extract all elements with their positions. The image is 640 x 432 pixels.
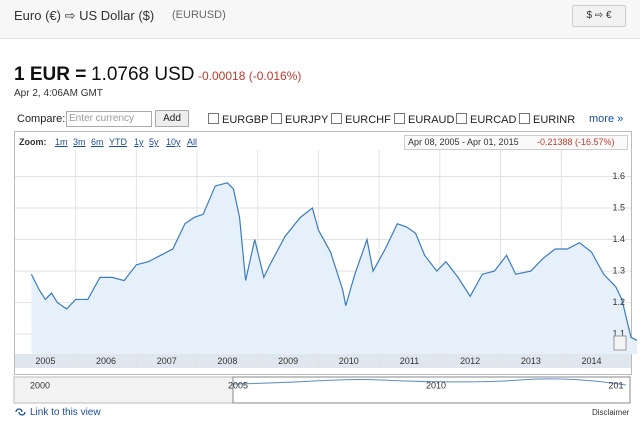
- swap-button[interactable]: $ ⇨ €: [572, 5, 626, 27]
- price-line: [30, 182, 638, 341]
- checkbox[interactable]: [519, 113, 530, 124]
- y-tick-label: 1.2: [612, 297, 625, 307]
- zoom-option[interactable]: 1y: [134, 137, 144, 147]
- zoom-option[interactable]: 10y: [166, 137, 181, 147]
- y-tick-label: 1.6: [612, 171, 625, 181]
- checkbox[interactable]: [456, 113, 467, 124]
- zoom-label: Zoom:: [19, 137, 47, 147]
- y-tick-label: 1.3: [612, 265, 625, 275]
- x-tick-label: 2009: [278, 356, 298, 366]
- compare-input[interactable]: Enter currency: [66, 111, 152, 127]
- x-tick-label: 2008: [217, 356, 237, 366]
- x-tick-label: 2011: [400, 356, 419, 366]
- compare-option[interactable]: EURJPY: [271, 113, 328, 126]
- zoom-option[interactable]: YTD: [109, 137, 127, 147]
- quote-rate: 1.0768 USD: [91, 64, 195, 85]
- link-to-view[interactable]: Link to this view: [30, 407, 101, 418]
- x-tick-label: 2014: [582, 356, 602, 366]
- symbol: (EURUSD): [172, 9, 226, 21]
- navigator-label: 2010: [426, 380, 446, 390]
- x-tick-label: 2012: [460, 356, 480, 366]
- checkbox[interactable]: [208, 113, 219, 124]
- zoom-option[interactable]: 6m: [91, 137, 104, 147]
- y-tick-label: 1.5: [612, 202, 625, 212]
- zoom-option[interactable]: 1m: [55, 137, 68, 147]
- option-label: EURAUD: [408, 114, 455, 126]
- navigator-label: 201: [608, 380, 623, 390]
- more-link[interactable]: more »: [589, 113, 624, 125]
- x-tick-label: 2005: [35, 356, 55, 366]
- checkbox[interactable]: [394, 113, 405, 124]
- range-box: [404, 135, 628, 150]
- quote-time: Apr 2, 4:06AM GMT: [14, 88, 103, 99]
- title: Euro (€) ⇨ US Dollar ($): [14, 8, 155, 23]
- area-fill: [31, 182, 638, 354]
- y-tick-label: 1.4: [612, 234, 625, 244]
- option-label: EURINR: [533, 114, 576, 126]
- disclaimer[interactable]: Disclaimer: [592, 408, 630, 417]
- compare-label: Compare:: [17, 113, 66, 125]
- top-bar: [0, 0, 640, 39]
- checkbox[interactable]: [331, 113, 342, 124]
- compare-option[interactable]: EURINR: [519, 113, 575, 126]
- zoom-option[interactable]: All: [187, 137, 198, 147]
- add-button[interactable]: Add: [155, 110, 189, 127]
- compare-option[interactable]: EURCHF: [331, 113, 391, 126]
- option-label: EURCAD: [470, 114, 517, 126]
- compare-option[interactable]: EURCAD: [456, 113, 516, 126]
- x-axis-strip: [15, 354, 631, 368]
- quote-change: -0.00018 (-0.016%): [198, 69, 302, 83]
- checkbox[interactable]: [271, 113, 282, 124]
- x-tick-label: 2013: [521, 356, 541, 366]
- zoom-option[interactable]: 5y: [149, 137, 159, 147]
- range-change: -0.21388 (-16.57%): [537, 137, 615, 147]
- zoom-option[interactable]: 3m: [73, 137, 86, 147]
- x-tick-label: 2007: [157, 356, 177, 366]
- navigator-label: 2005: [228, 380, 248, 390]
- range: Apr 08, 2005 - Apr 01, 2015: [408, 137, 519, 147]
- quote-base: 1 EUR =: [14, 64, 87, 85]
- chart-frame: [14, 131, 632, 375]
- compare-option[interactable]: EURGBP: [208, 113, 268, 126]
- x-tick-label: 2010: [339, 356, 359, 366]
- x-tick-label: 2006: [96, 356, 116, 366]
- option-label: EURCHF: [345, 114, 391, 126]
- navigator-line: [232, 378, 627, 386]
- y-tick-label: 1.1: [612, 329, 625, 339]
- link-icon: [15, 408, 26, 416]
- compare-option[interactable]: EURAUD: [394, 113, 454, 126]
- navigator-label: 2000: [30, 380, 50, 390]
- option-label: EURJPY: [285, 114, 329, 126]
- scroll-handle: [613, 335, 627, 351]
- option-label: EURGBP: [222, 114, 269, 126]
